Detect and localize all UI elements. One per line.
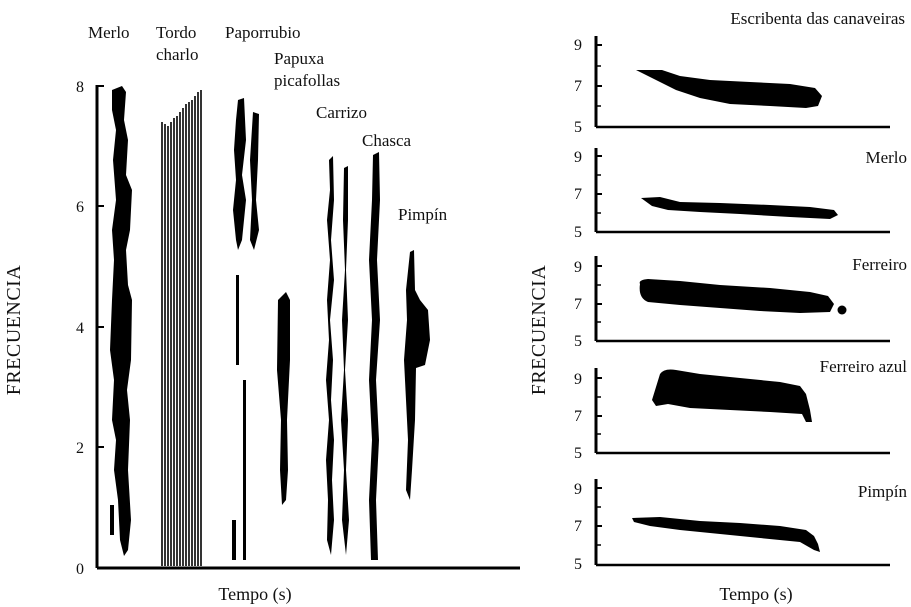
tick-label-7: 7 [574,186,582,203]
escribenta-spectrogram [636,70,822,108]
species-label-papuxa-2: picafollas [274,71,340,90]
left-tick-label-0: 0 [76,561,84,578]
subpanel-label-pimpin: Pimpín [858,482,908,501]
species-label-tordo-1: Tordo [156,23,196,42]
species-label-pimpin: Pimpín [398,205,448,224]
subpanel-label-ferreiro: Ferreiro [852,255,907,274]
merlo-spectrogram [110,86,132,556]
right-y-axis-label: FRECUENCIA [528,265,550,396]
left-spectrogram-panel: FRECUENCIA 8 6 4 2 0 Tempo (s) Merlo Tor… [3,23,520,605]
species-label-merlo: Merlo [88,23,130,42]
subpanel-ferreiro: Ferreiro 9 7 5 [574,255,907,350]
right-x-axis-label: Tempo (s) [719,584,792,605]
right-spectrogram-panel: FRECUENCIA Tempo (s) Escribenta das cana… [528,9,907,605]
subpanel-escribenta: Escribenta das canaveiras 9 7 5 [574,9,905,136]
tick-label-5: 5 [574,333,582,350]
tick-label-5: 5 [574,445,582,462]
left-tick-label-2: 2 [76,440,84,457]
pimpin-right-spectrogram [632,517,820,552]
left-tick-label-8: 8 [76,79,84,96]
subpanel-label-escribenta: Escribenta das canaveiras [730,9,905,28]
left-tick-label-6: 6 [76,199,84,216]
tick-label-5: 5 [574,119,582,136]
species-label-chasca: Chasca [362,131,412,150]
tick-label-5: 5 [574,224,582,241]
tick-label-9: 9 [574,149,582,166]
pimpin-spectrogram [404,250,430,500]
tick-label-7: 7 [574,518,582,535]
tick-label-9: 9 [574,37,582,54]
tordo-charlo-spectrogram [161,90,202,566]
tick-label-9: 9 [574,259,582,276]
paporrubio-spectrogram [232,98,259,560]
subpanel-ferreiro-azul: Ferreiro azul 9 7 5 [574,357,907,462]
tick-label-7: 7 [574,296,582,313]
species-label-carrizo: Carrizo [316,103,367,122]
ferreiro-azul-spectrogram [652,369,812,422]
tick-label-7: 7 [574,78,582,95]
species-label-paporrubio: Paporrubio [225,23,301,42]
subpanel-label-merlo: Merlo [865,148,907,167]
left-x-axis-label: Tempo (s) [218,584,291,605]
species-label-tordo-2: charlo [156,45,198,64]
tick-label-7: 7 [574,408,582,425]
tick-label-9: 9 [574,371,582,388]
papuxa-picafollas-spectrogram [277,292,290,505]
chasca-spectrogram [369,152,380,560]
tick-label-5: 5 [574,556,582,573]
left-tick-label-4: 4 [76,320,84,337]
tick-label-9: 9 [574,481,582,498]
subpanel-merlo: Merlo 9 7 5 [574,148,907,241]
subpanel-label-ferreiro-azul: Ferreiro azul [820,357,908,376]
ferreiro-spectrogram [639,279,834,313]
left-y-axis-label: FRECUENCIA [3,265,25,396]
merlo-right-spectrogram [641,197,838,219]
subpanel-pimpin: Pimpín 9 7 5 [574,479,907,573]
ferreiro-note-dot [837,305,847,315]
carrizo-spectrogram [326,156,349,555]
species-label-papuxa-1: Papuxa [274,49,325,68]
